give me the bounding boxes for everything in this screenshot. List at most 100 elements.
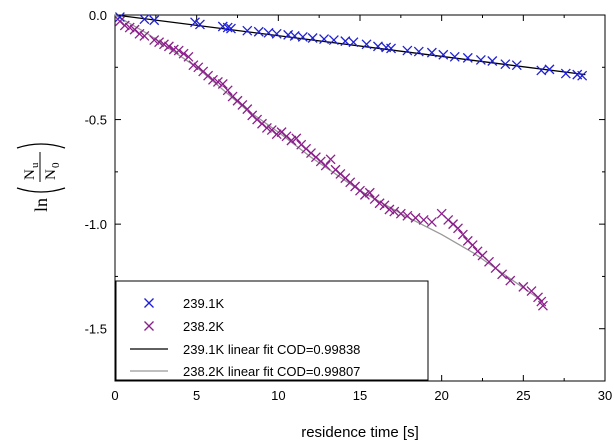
y-axis-title-paren-right: [16, 143, 66, 149]
data-point-238-2k: [188, 60, 199, 71]
data-point-238-2k: [537, 300, 548, 311]
data-point-239-1k: [139, 14, 150, 25]
data-point-238-2k: [139, 30, 150, 41]
data-point-239-1k: [536, 65, 547, 76]
data-point-239-1k: [402, 45, 413, 56]
data-point-238-2k: [271, 129, 282, 140]
legend-box: [115, 280, 429, 381]
data-point-238-2k: [154, 37, 165, 48]
data-point-238-2k: [418, 215, 429, 225]
data-point-239-1k: [114, 12, 125, 23]
data-point-239-1k: [426, 47, 437, 58]
x-tick-labels: 0 5 10 15 20 25 30: [111, 388, 612, 403]
fit-line-238-2k: [114, 14, 544, 303]
data-point-238-2k: [325, 154, 336, 165]
data-point-239-1k: [194, 19, 205, 30]
data-point-238-2k: [134, 28, 145, 39]
data-point-239-1k: [348, 37, 359, 48]
data-point-239-1k: [297, 32, 308, 42]
data-point-238-2k: [457, 229, 468, 240]
legend-marker-238-2k: [144, 321, 154, 331]
data-point-238-2k: [149, 35, 160, 46]
data-point-238-2k: [124, 22, 135, 33]
y-tick-label: -1.0: [85, 217, 107, 232]
data-point-239-1k: [511, 60, 522, 71]
data-point-238-2k: [178, 48, 189, 59]
y-tick-label: -1.5: [85, 322, 107, 337]
data-point-239-1k: [289, 30, 300, 41]
y-tick-label: 0.0: [89, 8, 107, 23]
data-point-238-2k: [389, 206, 400, 217]
data-point-238-2k: [364, 187, 375, 198]
data-point-239-1k: [149, 15, 160, 26]
data-point-238-2k: [291, 133, 302, 144]
data-point-239-1k: [449, 51, 460, 62]
data-point-239-1k: [222, 22, 233, 33]
data-point-239-1k: [319, 34, 330, 45]
x-tick-label: 10: [271, 388, 285, 403]
data-point-238-2k: [222, 85, 233, 96]
data-point-238-2k: [261, 122, 272, 133]
data-point-239-1k: [500, 59, 511, 70]
y-axis-title-denominator: N: [43, 169, 59, 180]
data-point-239-1k: [307, 33, 318, 43]
x-tick-label: 0: [111, 388, 118, 403]
data-point-239-1k: [253, 26, 264, 37]
y-tick-label: -0.5: [85, 113, 107, 128]
data-point-238-2k: [374, 198, 385, 209]
data-points: [114, 12, 588, 311]
data-point-239-1k: [226, 23, 236, 34]
data-point-238-2k: [242, 104, 253, 115]
data-point-239-1k: [438, 49, 449, 60]
data-point-239-1k: [544, 64, 555, 75]
data-point-238-2k: [395, 208, 406, 219]
data-point-238-2k: [453, 223, 463, 234]
data-point-238-2k: [286, 135, 297, 146]
data-point-238-2k: [402, 210, 413, 221]
data-point-239-1k: [560, 68, 571, 79]
legend-label-238-2k-fit: 238.2K linear fit COD=0.99807: [183, 364, 360, 379]
data-point-238-2k: [359, 189, 370, 200]
x-tick-label: 30: [598, 388, 612, 403]
data-point-239-1k: [242, 25, 253, 36]
data-point-239-1k: [413, 46, 424, 57]
data-point-238-2k: [467, 240, 478, 251]
x-axis-title: residence time [s]: [301, 424, 419, 441]
data-point-239-1k: [475, 55, 486, 65]
legend-label-238-2k: 238.2K: [183, 319, 225, 334]
legend: 239.1K 238.2K 239.1K linear fit COD=0.99…: [115, 280, 429, 381]
data-point-239-1k: [328, 35, 339, 46]
data-point-238-2k: [426, 217, 437, 228]
data-point-238-2k: [410, 212, 421, 223]
fit-lines: [114, 14, 586, 303]
data-point-238-2k: [320, 160, 331, 171]
y-tick-labels: 0.0 -0.5 -1.0 -1.5: [85, 8, 107, 337]
data-point-238-2k: [497, 269, 508, 280]
x-tick-label: 5: [193, 388, 200, 403]
y-axis-title-prefix: ln: [31, 198, 51, 212]
data-point-239-1k: [577, 70, 588, 81]
y-axis-title-numerator: N: [22, 169, 38, 180]
data-point-239-1k: [340, 36, 351, 47]
data-point-239-1k: [271, 28, 282, 39]
y-axis-title-numerator-sub: u: [29, 162, 41, 168]
data-point-239-1k: [386, 43, 396, 54]
data-point-238-2k: [173, 45, 184, 56]
x-tick-label: 25: [516, 388, 530, 403]
x-tick-label: 20: [434, 388, 448, 403]
data-point-239-1k: [361, 39, 372, 50]
data-point-238-2k: [119, 20, 130, 31]
data-point-239-1k: [373, 41, 383, 52]
y-axis-title-paren-left: [16, 187, 66, 193]
data-point-238-2k: [183, 51, 194, 62]
legend-label-239-1k: 239.1K: [183, 296, 225, 311]
data-point-238-2k: [163, 41, 174, 52]
legend-marker-239-1k-glyph: [144, 298, 154, 308]
data-point-238-2k: [208, 74, 218, 85]
data-point-238-2k: [212, 76, 223, 87]
y-axis-title: ln N u N 0: [16, 143, 66, 212]
data-point-239-1k: [263, 27, 274, 38]
data-point-238-2k: [505, 275, 516, 286]
legend-label-239-1k-fit: 239.1K linear fit COD=0.99838: [183, 342, 360, 357]
